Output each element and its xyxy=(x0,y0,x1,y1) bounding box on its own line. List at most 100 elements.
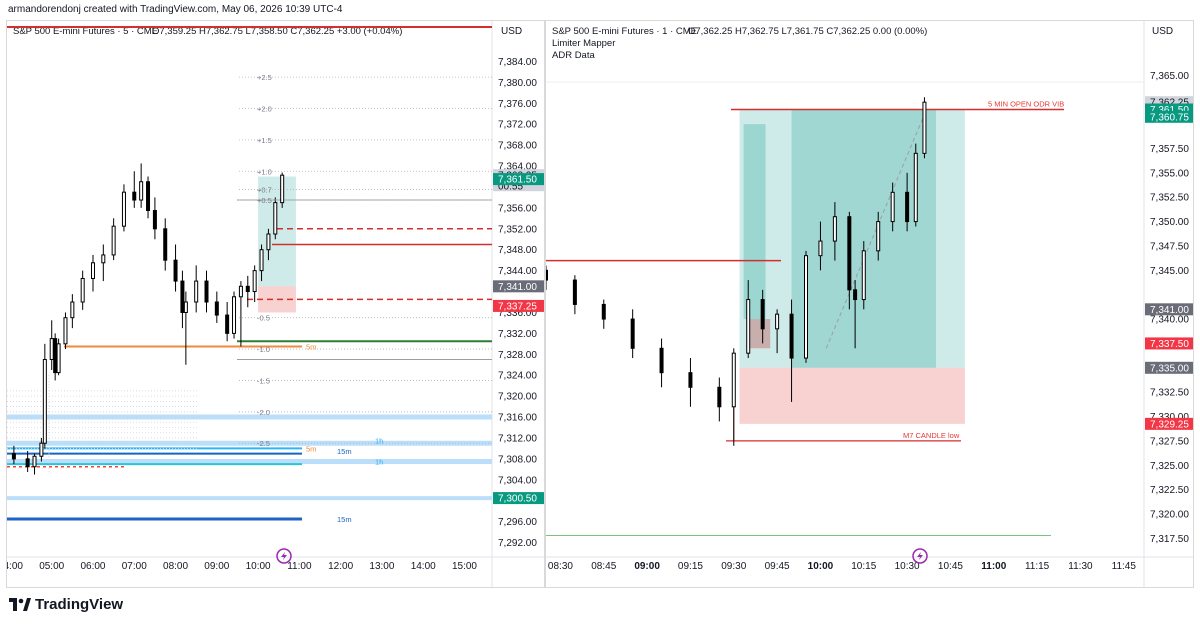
y-tick-label: 7,325.00 xyxy=(1150,461,1189,472)
x-tick-label: 13:00 xyxy=(369,561,394,572)
x-tick-label: 04:00 xyxy=(7,561,23,572)
price-tag-green xyxy=(493,492,544,505)
adr-level-label: +1.5 xyxy=(257,136,272,145)
line-timeframe-label: 1h xyxy=(375,437,383,446)
y-tick-label: 7,357.50 xyxy=(1150,144,1189,155)
x-tick-label: 09:00 xyxy=(634,561,660,572)
price-tag-red xyxy=(1145,337,1193,350)
price-tag-label: 7,362.25 xyxy=(1150,98,1189,109)
adr-level-label: -2.5 xyxy=(257,439,270,448)
y-tick-label: 7,317.50 xyxy=(1150,534,1189,545)
candle-up xyxy=(121,191,126,227)
y-tick-label: 7,356.00 xyxy=(498,203,537,214)
candle-down xyxy=(11,453,16,460)
price-tag-gray xyxy=(1145,361,1193,374)
candle-down xyxy=(53,338,58,374)
tradingview-logo: TradingView xyxy=(9,596,123,613)
candle-up xyxy=(273,202,278,235)
candle-down xyxy=(204,280,209,303)
x-tick-label: 12:00 xyxy=(328,561,353,572)
y-tick-label: 7,340.00 xyxy=(1150,315,1189,326)
x-tick-label: 05:00 xyxy=(39,561,64,572)
candle-down xyxy=(572,279,577,305)
y-tick-label: 7,320.00 xyxy=(498,392,537,403)
y-tick-label: 7,292.00 xyxy=(498,538,537,549)
candle-up xyxy=(70,301,75,319)
x-tick-label: 07:00 xyxy=(122,561,147,572)
x-tick-label: 09:45 xyxy=(765,561,790,572)
left-chart-panel[interactable]: S&P 500 E-mini Futures · 5 · CME O7,359.… xyxy=(0,20,545,588)
y-tick-label: 7,344.00 xyxy=(498,266,537,277)
indicator-limiter-mapper[interactable]: Limiter Mapper xyxy=(552,38,615,49)
price-tag-label: 7,337.50 xyxy=(1150,339,1189,350)
price-tag-red xyxy=(1145,417,1193,430)
candle-down xyxy=(163,228,168,261)
candle-up xyxy=(111,225,116,256)
right-chart-panel[interactable]: S&P 500 E-mini Futures · 1 · CME O7,362.… xyxy=(544,20,1194,588)
candle-up xyxy=(32,455,37,468)
x-tick-label: 10:45 xyxy=(938,561,963,572)
y-tick-label: 7,348.00 xyxy=(498,245,537,256)
chart-credit: armandorendonj created with TradingView.… xyxy=(8,4,343,15)
line-timeframe-label: 15m xyxy=(337,447,352,456)
y-tick-label: 7,372.00 xyxy=(498,120,537,131)
y-tick-label: 7,355.00 xyxy=(1150,168,1189,179)
x-tick-label: 09:30 xyxy=(721,561,746,572)
brand-name: TradingView xyxy=(35,596,124,613)
candle-up xyxy=(804,255,808,359)
y-tick-label: 7,368.00 xyxy=(498,141,537,152)
y-tick-label: 7,312.00 xyxy=(498,433,537,444)
candle-up xyxy=(861,250,866,301)
trend-dashed-line xyxy=(825,114,925,349)
x-tick-label: 08:30 xyxy=(548,561,573,572)
y-tick-label: 7,328.00 xyxy=(498,350,537,361)
price-tag-label: 7,329.25 xyxy=(1150,419,1189,430)
target-zone-strip xyxy=(743,124,766,320)
x-tick-label: 10:30 xyxy=(895,561,920,572)
right-lightning-icon[interactable] xyxy=(912,548,928,564)
x-tick-label: 15:00 xyxy=(452,561,477,572)
candle-up xyxy=(775,313,780,330)
y-tick-label: 7,320.00 xyxy=(1150,510,1189,521)
y-tick-label: 7,384.00 xyxy=(498,57,537,68)
price-tag-label: 7,361.50 xyxy=(1150,105,1189,116)
left-lightning-icon[interactable] xyxy=(276,548,292,564)
candle-up xyxy=(80,277,85,303)
y-tick-label: 7,364.00 xyxy=(498,162,537,173)
candle-up xyxy=(252,270,257,293)
price-tag-red xyxy=(493,299,544,312)
candle-down xyxy=(760,299,765,330)
y-tick-label: 7,322.50 xyxy=(1150,485,1189,496)
candle-down xyxy=(245,285,250,293)
x-tick-label: 14:00 xyxy=(411,561,436,572)
y-tick-label: 7,330.00 xyxy=(1150,412,1189,423)
x-tick-label: 11:00 xyxy=(981,561,1006,572)
candle-up xyxy=(832,216,837,242)
candle-up xyxy=(194,280,199,303)
candle-up xyxy=(913,152,918,223)
y-tick-label: 7,350.00 xyxy=(1150,217,1189,228)
right-currency-label: USD xyxy=(1152,26,1173,37)
x-tick-label: 11:30 xyxy=(1068,561,1093,572)
candle-down xyxy=(152,209,157,230)
y-tick-label: 7,296.00 xyxy=(498,517,537,528)
price-tag-label: 7,300.50 xyxy=(498,494,537,505)
y-tick-label: 7,352.00 xyxy=(498,224,537,235)
y-tick-label: 7,365.00 xyxy=(1150,71,1189,82)
right-chart-ohlc: O7,362.25 H7,362.75 L7,361.75 C7,362.25 … xyxy=(688,26,927,37)
candle-down xyxy=(180,280,185,313)
left-chart-svg[interactable]: S&P 500 E-mini Futures · 5 · CME O7,359.… xyxy=(0,21,544,587)
right-chart-title: S&P 500 E-mini Futures · 1 · CME xyxy=(552,26,697,37)
x-tick-label: 10:00 xyxy=(808,561,834,572)
y-tick-label: 7,324.00 xyxy=(498,371,537,382)
candle-down xyxy=(630,318,635,349)
price-tag-label: 7,341.00 xyxy=(498,282,537,293)
indicator-adr-data[interactable]: ADR Data xyxy=(552,50,595,61)
price-tag-gray xyxy=(493,280,544,293)
x-tick-label: 09:00 xyxy=(204,561,229,572)
right-chart-svg[interactable]: S&P 500 E-mini Futures · 1 · CME O7,362.… xyxy=(544,21,1193,587)
y-tick-label: 7,380.00 xyxy=(498,78,537,89)
candle-up xyxy=(259,249,264,272)
adr-level-label: +0.7 xyxy=(257,186,272,195)
candle-down xyxy=(173,259,178,282)
